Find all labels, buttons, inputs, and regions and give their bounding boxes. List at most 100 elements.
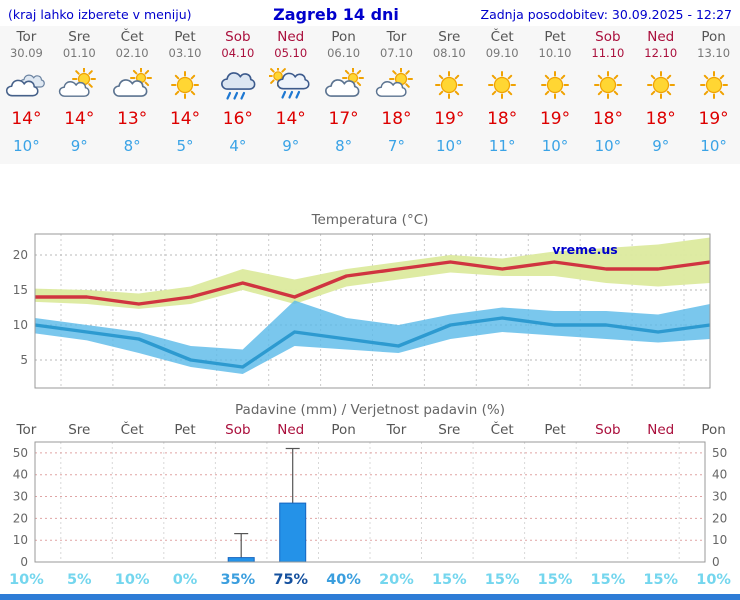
temp-max: 14° — [275, 109, 306, 129]
temp-min: 8° — [123, 137, 141, 155]
temp-axis-tick: 5 — [20, 353, 28, 367]
day-date: 03.10 — [168, 46, 202, 60]
temp-min: 11° — [488, 137, 516, 155]
precip-day-label: Tor — [16, 422, 37, 438]
precip-day-label: Tor — [386, 422, 407, 438]
day-name: Sob — [595, 29, 621, 45]
day-date: 04.10 — [221, 46, 255, 60]
sunny-icon — [687, 63, 740, 107]
precip-probability-row: 10% 5% 10% 0% 35% 75% 40% 20% 15% 15% 15% 15% 15% 10% — [0, 572, 740, 588]
temp-min: 4° — [229, 137, 247, 155]
precip-probability: 5% — [66, 572, 92, 588]
precip-axis-tick: 20 — [712, 511, 727, 525]
precip-probability: 35% — [220, 572, 256, 588]
cloudy-icon — [0, 63, 53, 107]
precip-day-label: Ned — [647, 422, 675, 438]
precip-probability: 0% — [172, 572, 198, 588]
precip-probability: 75% — [273, 572, 309, 588]
day-date: 10.10 — [538, 46, 572, 60]
rain-icon — [211, 63, 264, 107]
sunny-icon — [529, 63, 582, 107]
day-date: 13.10 — [697, 46, 731, 60]
day-date: 01.10 — [62, 46, 96, 60]
day-date: 12.10 — [644, 46, 678, 60]
precip-axis-tick: 40 — [13, 468, 28, 482]
sunny-icon — [423, 63, 476, 107]
temp-max: 19° — [539, 109, 571, 129]
temp-min: 5° — [176, 137, 194, 155]
temp-min: 10° — [594, 137, 622, 155]
precip-axis-tick: 30 — [13, 490, 28, 504]
day-name: Sre — [438, 29, 461, 45]
precip-day-label: Pet — [544, 422, 566, 438]
temp-min: 8° — [335, 137, 353, 155]
precip-probability: 15% — [643, 572, 679, 588]
precip-probability: 15% — [431, 572, 467, 588]
precip-day-label: Ned — [277, 422, 305, 438]
precip-probability: 15% — [484, 572, 520, 588]
precip-axis-tick: 0 — [20, 555, 28, 569]
precip-axis-tick: 10 — [712, 533, 727, 547]
temp-max: 19° — [434, 109, 465, 129]
temperature-chart-title: Temperatura (°C) — [311, 212, 429, 228]
precip-axis-tick: 30 — [712, 490, 727, 504]
temp-min: 10° — [541, 137, 569, 155]
temp-max: 17° — [328, 109, 359, 129]
temp-min: 9° — [70, 137, 88, 155]
partly-sunny-icon — [53, 63, 106, 107]
temp-min: 10° — [700, 137, 727, 155]
precip-axis-tick: 10 — [13, 533, 28, 547]
temp-max: 18° — [381, 109, 412, 129]
precip-day-label: Čet — [490, 422, 514, 438]
forecast-day: Ned 05.10 14° 9° — [264, 29, 317, 155]
day-name: Čet — [120, 29, 144, 45]
day-name: Čet — [490, 29, 514, 45]
forecast-day: Ned 12.10 18° 9° — [634, 29, 687, 155]
precipitation-chart-title: Padavine (mm) / Verjetnost padavin (%) — [235, 402, 505, 418]
day-name: Ned — [277, 29, 305, 45]
day-name: Pon — [701, 29, 726, 45]
day-name: Pon — [331, 29, 356, 45]
temp-min: 9° — [282, 137, 300, 155]
precip-probability: 10% — [114, 572, 150, 588]
bottom-menu-bar — [0, 594, 740, 600]
sun-rain-icon — [264, 63, 317, 107]
day-name: Tor — [386, 29, 407, 45]
temp-max: 18° — [592, 109, 623, 129]
temp-max: 18° — [487, 109, 518, 129]
precip-day-label: Pon — [331, 422, 356, 438]
forecast-day: Pet 10.10 19° 10° — [529, 29, 582, 155]
precip-probability: 40% — [326, 572, 361, 588]
temp-max: 18° — [645, 109, 676, 129]
precip-axis-tick: 50 — [13, 446, 28, 460]
day-name: Pet — [544, 29, 566, 45]
last-update-text: Zadnja posodobitev: 30.09.2025 - 12:27 — [480, 6, 732, 22]
cloudy-sun-icon — [106, 63, 159, 107]
day-name: Sob — [225, 29, 251, 45]
precip-probability: 15% — [537, 572, 573, 588]
forecast-day: Pet 03.10 14° 5° — [159, 29, 212, 155]
day-name: Sre — [68, 29, 91, 45]
forecast-day: Sob 11.10 18° 10° — [581, 29, 634, 155]
day-date: 07.10 — [379, 46, 413, 60]
sunny-icon — [634, 63, 687, 107]
watermark: vreme.us — [552, 242, 617, 257]
forecast-day: Čet 02.10 13° 8° — [106, 29, 159, 155]
precip-axis-tick: 20 — [13, 511, 28, 525]
day-date: 02.10 — [115, 46, 149, 60]
precip-bar — [279, 502, 307, 563]
location-menu-hint: (kraj lahko izberete v meniju) — [8, 6, 192, 22]
precip-probability: 10% — [9, 572, 44, 588]
temp-min: 10° — [436, 137, 463, 155]
day-date: 11.10 — [591, 46, 625, 60]
sunny-icon — [159, 63, 212, 107]
day-name: Ned — [647, 29, 675, 45]
temp-min: 7° — [387, 137, 405, 155]
cloudy-sun-icon — [317, 63, 370, 107]
precip-probability: 20% — [379, 572, 414, 588]
precip-day-label: Pon — [701, 422, 726, 438]
day-date: 08.10 — [432, 46, 466, 60]
temp-max: 14° — [169, 109, 201, 129]
precip-day-label: Sob — [595, 422, 621, 438]
temp-min-line — [34, 316, 711, 369]
